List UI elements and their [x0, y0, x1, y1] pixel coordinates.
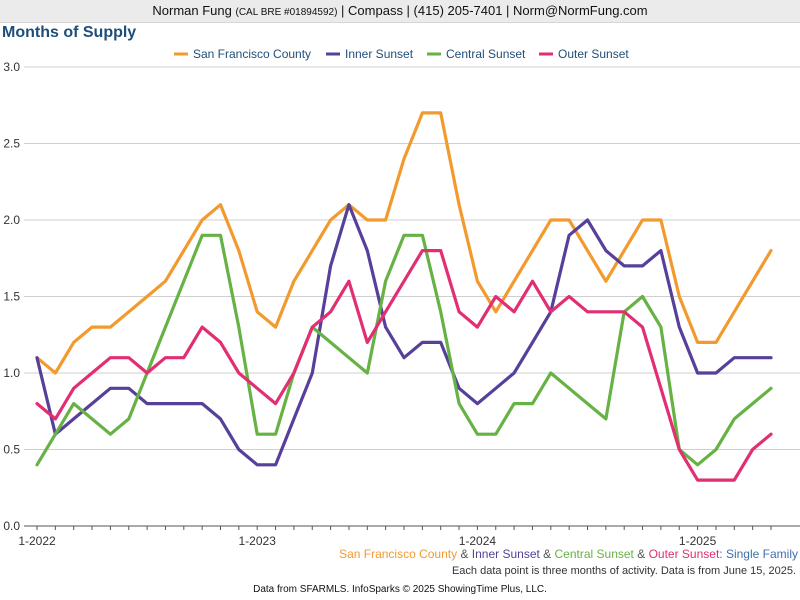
y-tick-label: 3.0 [3, 60, 20, 74]
summary-series-3: Outer Sunset [648, 547, 720, 561]
legend-label-2: Central Sunset [446, 47, 526, 61]
x-tick-label: 1-2022 [18, 534, 56, 548]
legend-label-0: San Francisco County [193, 47, 311, 61]
summary-suffix: : Single Family [719, 547, 798, 561]
data-source: Data from SFARMLS. InfoSparks © 2025 Sho… [253, 584, 547, 595]
agent-license: (CAL BRE #01894592) [235, 7, 338, 18]
series-line-3 [35, 249, 773, 482]
agent-header: Norman Fung (CAL BRE #01894592) | Compas… [0, 0, 800, 23]
y-tick-label: 2.5 [3, 137, 20, 151]
series-layer [35, 111, 773, 482]
y-tick-label: 1.0 [3, 366, 20, 380]
x-tick-label: 1-2025 [679, 534, 717, 548]
series-summary: San Francisco County & Inner Sunset & Ce… [339, 547, 798, 561]
summary-series-2: Central Sunset [554, 547, 634, 561]
summary-sep-1: & [457, 547, 472, 561]
data-note: Each data point is three months of activ… [451, 565, 796, 577]
legend: San Francisco County Inner Sunset Central … [174, 47, 629, 61]
summary-sep-2: & [539, 547, 555, 561]
legend-label-3: Outer Sunset [558, 47, 629, 61]
summary-series-0: San Francisco County [339, 547, 458, 561]
y-tick-label: 0.0 [3, 519, 20, 533]
summary-sep-3: & [633, 547, 649, 561]
y-tick-label: 2.0 [3, 213, 20, 227]
series-line-0 [35, 111, 773, 375]
x-tick-label: 1-2023 [239, 534, 277, 548]
series-line-2 [35, 233, 773, 467]
chart-title: Months of Supply [2, 24, 137, 41]
y-tick-label: 1.5 [3, 290, 20, 304]
x-tick-label: 1-2024 [459, 534, 497, 548]
axis-layer: 0.0 0.5 1.0 1.5 2.0 2.5 3.0 1-2022 1-2023 1-2024 1… [3, 60, 772, 548]
agent-name: Norman Fung [152, 3, 232, 18]
agent-details: | Compass | (415) 205-7401 | Norm@NormFu… [341, 3, 648, 18]
y-tick-label: 0.5 [3, 443, 20, 457]
legend-label-1: Inner Sunset [345, 47, 414, 61]
series-line-1 [35, 203, 773, 467]
summary-series-1: Inner Sunset [471, 547, 540, 561]
